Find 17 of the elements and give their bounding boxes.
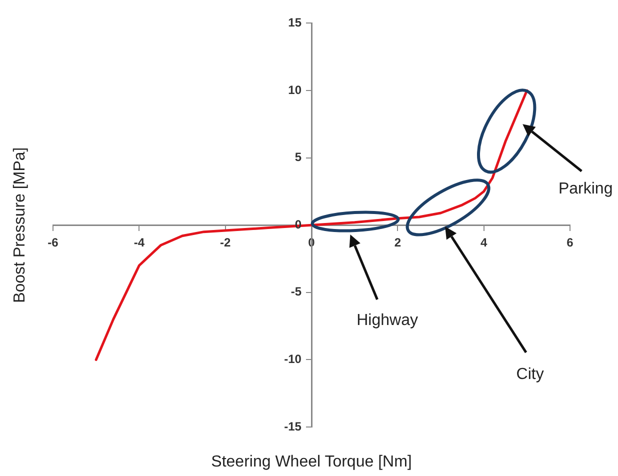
y-tick-label: 10 [288, 82, 312, 97]
x-tick-label: -6 [48, 236, 59, 250]
annotation: City [516, 366, 544, 383]
x-axis-title: Steering Wheel Torque [Nm] [211, 453, 412, 470]
annotation: Parking [558, 180, 613, 198]
x-tick-label: 4 [480, 236, 488, 250]
x-tick-label: -2 [220, 236, 231, 250]
y-tick-label: 5 [294, 150, 312, 164]
y-tick-label: -5 [290, 284, 312, 299]
annotation: Highway [356, 312, 418, 329]
x-tick-label: 2 [394, 236, 402, 250]
y-tick-label: -10 [284, 352, 312, 366]
y-tick-label: -15 [284, 419, 312, 434]
y-tick-label: 15 [288, 16, 312, 30]
y-axis-title: Boost Pressure [MPa] [11, 147, 28, 303]
x-tick-label: -4 [134, 236, 145, 250]
x-tick-label: 6 [566, 236, 574, 250]
